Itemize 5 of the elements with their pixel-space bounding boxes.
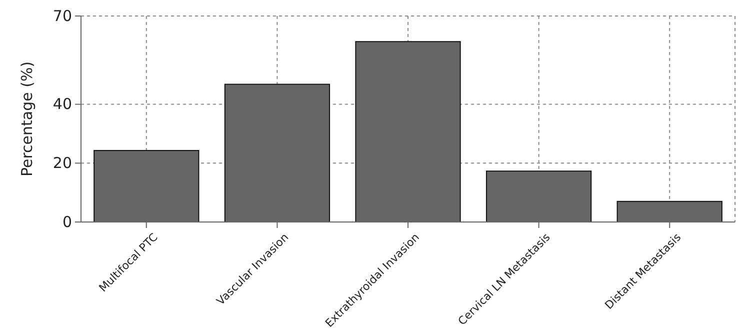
y-tick-label: 40 — [52, 95, 72, 114]
y-axis-title: Percentage (%) — [18, 61, 36, 177]
y-tick-label: 0 — [62, 212, 72, 231]
y-tick-label: 20 — [52, 154, 72, 172]
y-tick-label: 70 — [52, 6, 72, 25]
